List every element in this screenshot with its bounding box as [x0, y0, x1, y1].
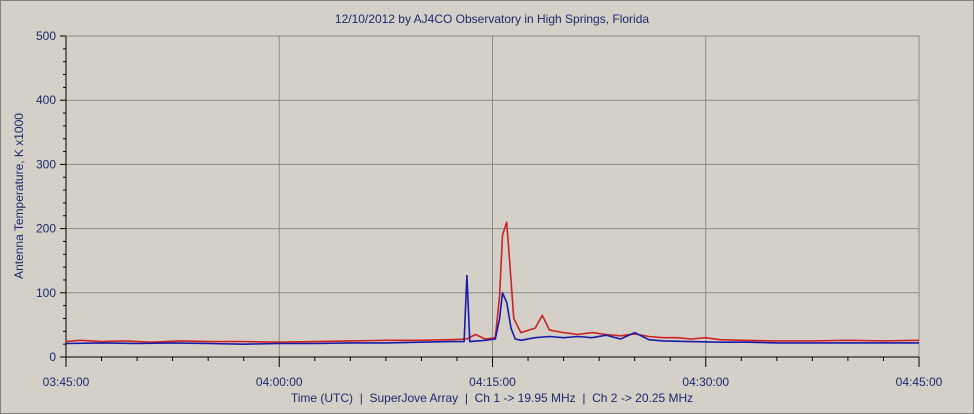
- plot-area: 0 100 200 300 400 500 03:45:00 04:00:00 04:15:00…: [36, 29, 943, 389]
- x-tick-label: 04:45:00: [896, 375, 943, 389]
- x-tick-label: 04:00:00: [256, 375, 303, 389]
- y-tick-label: 200: [36, 222, 56, 236]
- series-1-line: [65, 221, 920, 344]
- y-tick-label: 500: [36, 29, 56, 43]
- x-tick-label: 03:45:00: [43, 375, 90, 389]
- y-tick-label: 400: [36, 93, 56, 107]
- x-tick-label: 04:30:00: [682, 375, 729, 389]
- x-tick-label: 04:15:00: [469, 375, 516, 389]
- y-tick-label: 0: [49, 350, 56, 364]
- series-2-line: [65, 274, 919, 346]
- y-tick-label: 100: [36, 286, 56, 300]
- y-tick-label: 300: [36, 157, 56, 171]
- y-axis-label: Antenna Temperature, K x1000: [12, 113, 26, 279]
- chart-title: 12/10/2012 by AJ4CO Observatory in High …: [335, 12, 649, 26]
- x-axis-label: Time (UTC) | SuperJove Array | Ch 1 -> 1…: [291, 391, 693, 405]
